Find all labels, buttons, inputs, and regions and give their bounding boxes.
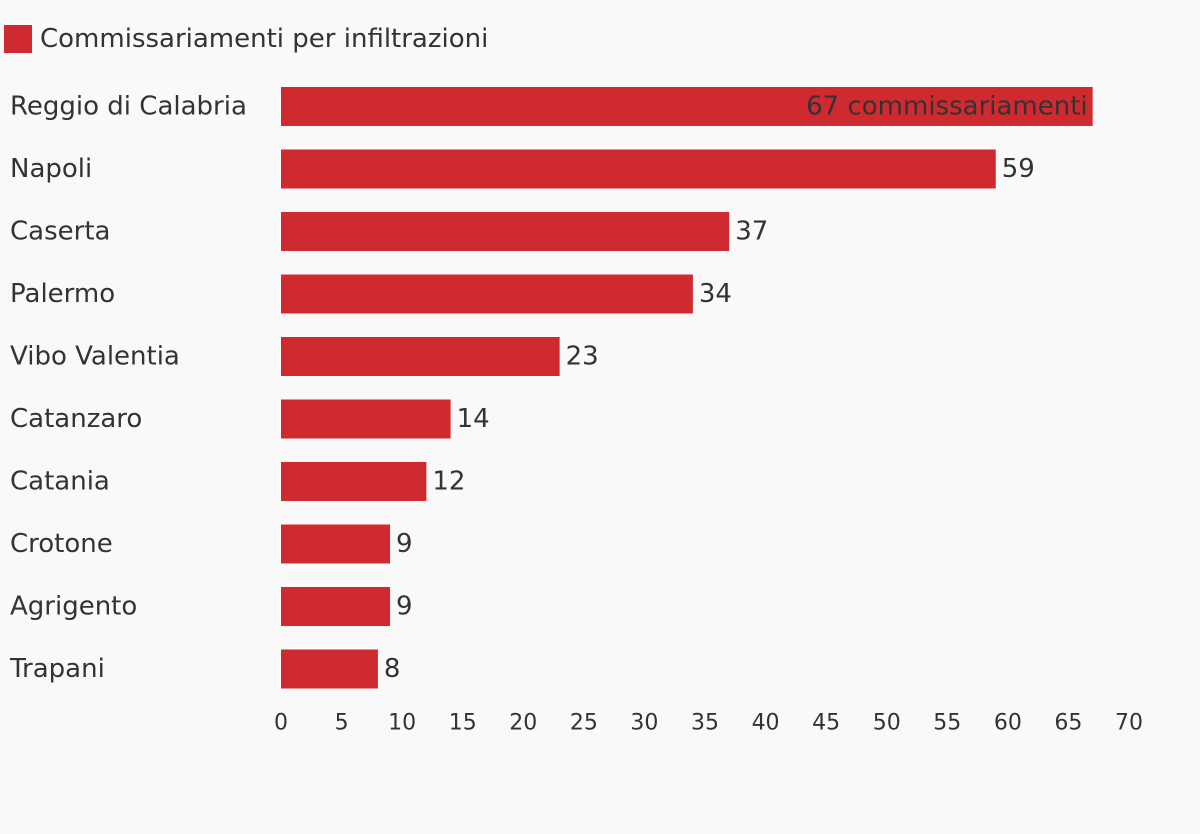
category-label: Palermo — [10, 279, 115, 309]
x-tick-label: 65 — [1054, 711, 1082, 736]
bar — [281, 87, 1093, 126]
data-label: 14 — [457, 404, 490, 434]
x-tick-label: 70 — [1115, 711, 1143, 736]
x-tick-label: 40 — [752, 711, 780, 736]
bar — [281, 399, 451, 439]
x-tick-label: 30 — [630, 711, 658, 736]
category-label: Trapani — [9, 654, 105, 684]
bar — [281, 649, 378, 689]
data-label: 37 — [735, 217, 768, 247]
x-tick-label: 60 — [994, 711, 1022, 736]
category-label: Crotone — [10, 529, 113, 559]
category-label: Napoli — [10, 154, 92, 184]
data-label: 8 — [384, 654, 401, 684]
bar — [281, 337, 560, 376]
bar — [281, 274, 693, 314]
x-tick-label: 55 — [933, 711, 961, 736]
x-tick-label: 0 — [274, 711, 288, 736]
x-tick-label: 5 — [335, 711, 349, 736]
x-tick-label: 45 — [812, 711, 840, 736]
bar — [281, 462, 427, 501]
x-tick-label: 15 — [449, 711, 477, 736]
category-label: Vibo Valentia — [10, 342, 180, 372]
legend: Commissariamenti per infiltrazioni — [4, 24, 488, 54]
x-tick-label: 35 — [691, 711, 719, 736]
data-label: 23 — [566, 342, 599, 372]
bar — [281, 587, 391, 626]
category-label: Caserta — [10, 217, 110, 247]
x-tick-label: 25 — [570, 711, 598, 736]
legend-swatch — [4, 25, 32, 53]
category-label: Agrigento — [10, 592, 137, 622]
category-label: Reggio di Calabria — [10, 92, 247, 122]
x-tick-label: 10 — [388, 711, 416, 736]
bar — [281, 212, 730, 251]
data-label: 9 — [396, 529, 413, 559]
bar — [281, 524, 391, 564]
data-label: 9 — [396, 592, 413, 622]
bar — [281, 149, 996, 189]
data-label: 67 commissariamenti — [806, 92, 1088, 122]
category-label: Catanzaro — [10, 404, 142, 434]
x-tick-label: 20 — [509, 711, 537, 736]
data-label: 34 — [699, 279, 732, 309]
legend-label: Commissariamenti per infiltrazioni — [40, 24, 489, 54]
data-label: 59 — [1002, 154, 1035, 184]
data-label: 12 — [432, 467, 465, 497]
category-label: Catania — [10, 467, 110, 497]
x-tick-label: 50 — [873, 711, 901, 736]
